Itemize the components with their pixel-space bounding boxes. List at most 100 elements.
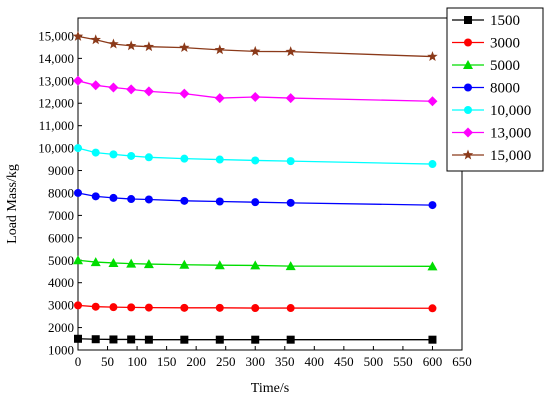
legend-label: 13,000 — [490, 126, 531, 142]
data-point — [126, 258, 137, 268]
data-point — [144, 303, 153, 312]
data-point — [251, 335, 260, 344]
x-tick-label: 600 — [423, 354, 443, 369]
series-15,000 — [72, 30, 438, 62]
x-tick-label: 100 — [127, 354, 147, 369]
data-point — [251, 198, 260, 207]
data-point — [214, 260, 225, 270]
data-point — [251, 156, 260, 165]
x-tick-label: 200 — [186, 354, 206, 369]
data-point — [180, 154, 189, 163]
x-tick-label: 350 — [275, 354, 295, 369]
data-point — [91, 302, 100, 311]
data-point — [144, 195, 153, 204]
y-tick-label: 9000 — [48, 163, 74, 178]
legend-item: 5000 — [452, 58, 520, 74]
y-tick-label: 12,000 — [38, 96, 74, 111]
data-point — [250, 260, 261, 270]
x-tick-label: 50 — [101, 354, 114, 369]
legend-box — [446, 7, 544, 172]
data-point — [215, 155, 224, 164]
data-point — [127, 303, 136, 312]
y-tick-label: 4000 — [48, 275, 74, 290]
legend-label: 10,000 — [490, 103, 531, 119]
x-tick-label: 250 — [216, 354, 236, 369]
series-8000 — [74, 188, 437, 210]
data-point — [180, 303, 189, 312]
data-point — [90, 257, 101, 267]
legend-label: 5000 — [490, 58, 520, 74]
data-point — [144, 153, 153, 162]
legend-label: 3000 — [490, 36, 520, 52]
data-point — [215, 335, 224, 344]
data-point — [143, 86, 154, 97]
x-tick-label: 0 — [75, 354, 82, 369]
data-point — [285, 46, 296, 57]
data-point — [74, 301, 82, 310]
series-13,000 — [73, 75, 438, 107]
y-tick-label: 8000 — [48, 185, 74, 200]
data-point — [91, 192, 100, 201]
data-point — [72, 30, 84, 41]
data-point — [428, 201, 437, 210]
series-10,000 — [74, 144, 437, 169]
y-tick-label: 3000 — [48, 298, 74, 313]
data-point — [428, 304, 437, 313]
y-tick-label: 6000 — [48, 230, 74, 245]
y-tick-label: 15,000 — [38, 28, 74, 43]
data-point — [428, 160, 437, 169]
x-axis-title: Time/s — [251, 381, 289, 396]
legend-marker — [463, 60, 473, 69]
x-tick-label: 650 — [452, 354, 472, 369]
data-point — [427, 96, 438, 107]
data-point — [109, 303, 118, 312]
legend-marker — [463, 127, 473, 138]
x-tick-label: 450 — [334, 354, 354, 369]
x-tick-label: 550 — [393, 354, 413, 369]
data-point — [127, 151, 136, 160]
data-point — [74, 334, 82, 343]
data-point — [108, 82, 119, 93]
data-point — [215, 303, 224, 312]
plot-frame — [77, 17, 463, 351]
data-point — [427, 261, 438, 271]
data-point — [251, 304, 260, 313]
legend-label: 15,000 — [490, 148, 531, 164]
data-point — [73, 255, 83, 265]
y-tick-label: 14,000 — [38, 51, 74, 66]
data-point — [109, 150, 118, 159]
y-tick-label: 1000 — [48, 343, 74, 358]
series-line — [77, 147, 433, 165]
data-point — [250, 91, 261, 102]
y-tick-label: 2000 — [48, 320, 74, 335]
legend-marker — [464, 16, 472, 24]
data-point — [286, 304, 295, 313]
y-tick-label: 10,000 — [38, 141, 74, 156]
data-point — [215, 197, 224, 206]
x-tick-label: 150 — [157, 354, 177, 369]
series-3000 — [74, 301, 437, 313]
series-line — [77, 259, 433, 267]
legend-item: 8000 — [452, 81, 520, 97]
data-point — [90, 80, 101, 91]
data-point — [180, 196, 189, 205]
data-point — [179, 259, 190, 269]
data-point — [125, 40, 137, 51]
legend: 1500 3000 5000 8000 10,000 13,000 15,000 — [446, 7, 544, 172]
data-point — [214, 44, 226, 55]
data-point — [90, 34, 101, 45]
legend-label: 8000 — [490, 81, 520, 97]
data-point — [74, 144, 82, 153]
data-point — [285, 93, 296, 104]
data-point — [285, 261, 296, 271]
y-tick-label: 11,000 — [39, 118, 74, 133]
data-point — [108, 257, 119, 267]
data-point — [427, 51, 438, 62]
data-point — [214, 93, 225, 104]
series-line — [77, 304, 433, 309]
data-point — [143, 259, 154, 269]
y-tick-label: 7000 — [48, 208, 74, 223]
legend-label: 1500 — [490, 13, 520, 29]
series-line — [77, 80, 433, 102]
data-point — [286, 157, 295, 166]
